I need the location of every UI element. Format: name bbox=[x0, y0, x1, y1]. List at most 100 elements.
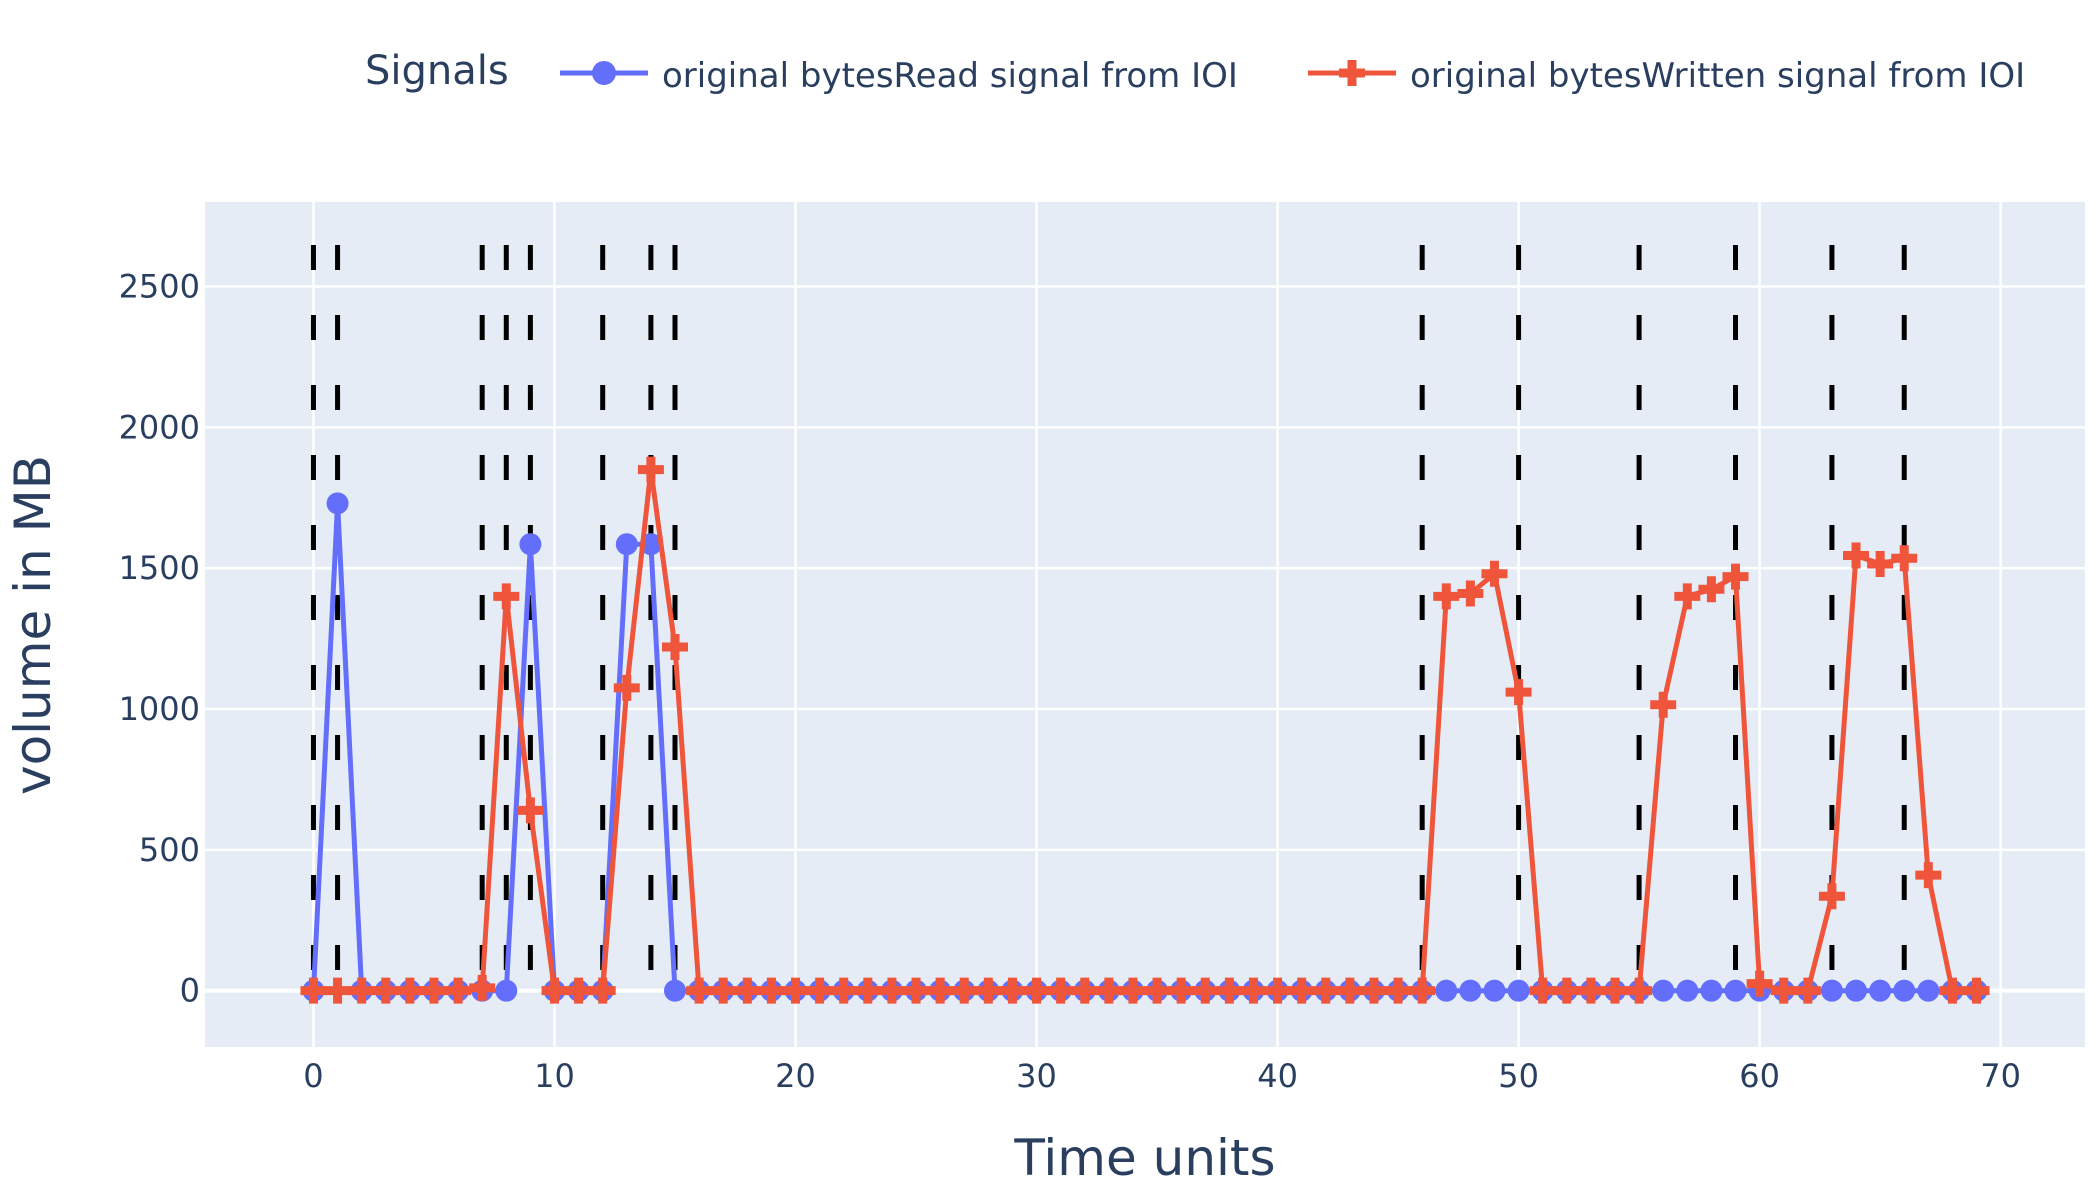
data-point[interactable] bbox=[1674, 583, 1701, 610]
data-point[interactable] bbox=[541, 977, 568, 1004]
x-tick-label: 10 bbox=[534, 1057, 575, 1095]
data-point[interactable] bbox=[1433, 583, 1460, 610]
legend-marker-circle-icon bbox=[592, 61, 616, 85]
data-point[interactable] bbox=[565, 977, 592, 1004]
data-point[interactable] bbox=[637, 456, 664, 483]
data-point[interactable] bbox=[878, 977, 905, 1004]
data-point[interactable] bbox=[1240, 977, 1267, 1004]
data-point[interactable] bbox=[1505, 679, 1532, 706]
data-point[interactable] bbox=[1529, 977, 1556, 1004]
data-point[interactable] bbox=[1939, 977, 1966, 1004]
x-tick-label: 30 bbox=[1016, 1057, 1057, 1095]
data-point[interactable] bbox=[1192, 977, 1219, 1004]
data-point[interactable] bbox=[1891, 545, 1918, 572]
data-point[interactable] bbox=[1602, 977, 1628, 1004]
data-point[interactable] bbox=[469, 974, 496, 1001]
data-point[interactable] bbox=[615, 533, 638, 556]
data-point[interactable] bbox=[613, 674, 640, 701]
data-point[interactable] bbox=[999, 977, 1026, 1004]
data-point[interactable] bbox=[1724, 979, 1747, 1002]
data-point[interactable] bbox=[1095, 977, 1122, 1004]
data-point[interactable] bbox=[1652, 979, 1675, 1002]
data-point[interactable] bbox=[519, 533, 542, 556]
y-axis-title: volume in MB bbox=[4, 455, 62, 795]
data-point[interactable] bbox=[1893, 979, 1916, 1002]
data-point[interactable] bbox=[662, 634, 688, 661]
data-point[interactable] bbox=[1818, 883, 1845, 910]
data-point[interactable] bbox=[326, 492, 349, 515]
grid bbox=[205, 202, 2085, 1047]
data-point[interactable] bbox=[710, 977, 737, 1004]
data-point[interactable] bbox=[1867, 550, 1894, 577]
data-point[interactable] bbox=[517, 797, 544, 824]
data-point[interactable] bbox=[300, 977, 327, 1004]
data-point[interactable] bbox=[1915, 862, 1942, 889]
data-point[interactable] bbox=[420, 977, 447, 1004]
x-tick-label: 0 bbox=[303, 1057, 323, 1095]
data-point[interactable] bbox=[1385, 977, 1412, 1004]
data-point[interactable] bbox=[1264, 977, 1291, 1004]
x-tick-label: 50 bbox=[1498, 1057, 1539, 1095]
data-point[interactable] bbox=[1820, 979, 1843, 1002]
data-point[interactable] bbox=[1770, 977, 1797, 1004]
data-point[interactable] bbox=[686, 977, 713, 1004]
data-point[interactable] bbox=[1144, 977, 1171, 1004]
data-point[interactable] bbox=[1700, 979, 1723, 1002]
data-point[interactable] bbox=[951, 977, 978, 1004]
data-point[interactable] bbox=[1119, 977, 1146, 1004]
data-point[interactable] bbox=[1746, 970, 1773, 997]
data-point[interactable] bbox=[1845, 979, 1868, 1002]
data-point[interactable] bbox=[495, 979, 518, 1002]
data-point[interactable] bbox=[1071, 977, 1098, 1004]
data-point[interactable] bbox=[1360, 977, 1387, 1004]
data-point[interactable] bbox=[1553, 977, 1580, 1004]
x-tick-label: 70 bbox=[1980, 1057, 2021, 1095]
data-point[interactable] bbox=[1459, 979, 1482, 1002]
data-point[interactable] bbox=[396, 977, 423, 1004]
x-tick-label: 40 bbox=[1257, 1057, 1298, 1095]
data-point[interactable] bbox=[1047, 977, 1074, 1004]
data-point[interactable] bbox=[1722, 563, 1749, 590]
data-point[interactable] bbox=[324, 977, 351, 1004]
data-point[interactable] bbox=[830, 977, 857, 1004]
data-point[interactable] bbox=[372, 977, 399, 1004]
legend-item-bytes-read[interactable]: original bytesRead signal from IOI bbox=[560, 56, 1238, 96]
data-point[interactable] bbox=[664, 979, 686, 1002]
data-point[interactable] bbox=[1216, 977, 1243, 1004]
data-point[interactable] bbox=[1626, 977, 1653, 1004]
data-point[interactable] bbox=[734, 977, 761, 1004]
data-point[interactable] bbox=[1843, 542, 1870, 569]
data-point[interactable] bbox=[806, 977, 833, 1004]
data-point[interactable] bbox=[493, 583, 520, 610]
data-point[interactable] bbox=[1288, 977, 1315, 1004]
data-point[interactable] bbox=[927, 977, 954, 1004]
data-point[interactable] bbox=[445, 977, 472, 1004]
data-point[interactable] bbox=[1481, 560, 1508, 587]
legend-item-bytes-written[interactable]: original bytesWritten signal from IOI bbox=[1308, 56, 2025, 96]
data-point[interactable] bbox=[1023, 977, 1050, 1004]
data-point[interactable] bbox=[589, 977, 616, 1004]
data-point[interactable] bbox=[903, 977, 930, 1004]
data-point[interactable] bbox=[1917, 979, 1940, 1002]
data-point[interactable] bbox=[1698, 576, 1725, 603]
data-point[interactable] bbox=[758, 977, 785, 1004]
y-tick-label: 1500 bbox=[119, 549, 200, 587]
data-point[interactable] bbox=[1435, 979, 1458, 1002]
data-point[interactable] bbox=[1457, 580, 1484, 607]
data-point[interactable] bbox=[1794, 977, 1821, 1004]
data-point[interactable] bbox=[1869, 979, 1892, 1002]
data-point[interactable] bbox=[1650, 691, 1677, 718]
data-point[interactable] bbox=[854, 977, 881, 1004]
data-point[interactable] bbox=[1409, 977, 1436, 1004]
data-point[interactable] bbox=[1963, 977, 1990, 1004]
data-point[interactable] bbox=[1507, 979, 1530, 1002]
data-point[interactable] bbox=[782, 977, 809, 1004]
data-point[interactable] bbox=[348, 977, 375, 1004]
data-point[interactable] bbox=[1483, 979, 1506, 1002]
data-point[interactable] bbox=[1168, 977, 1195, 1004]
data-point[interactable] bbox=[1312, 977, 1339, 1004]
data-point[interactable] bbox=[1577, 977, 1604, 1004]
data-point[interactable] bbox=[1676, 979, 1699, 1002]
data-point[interactable] bbox=[1336, 977, 1363, 1004]
data-point[interactable] bbox=[975, 977, 1002, 1004]
